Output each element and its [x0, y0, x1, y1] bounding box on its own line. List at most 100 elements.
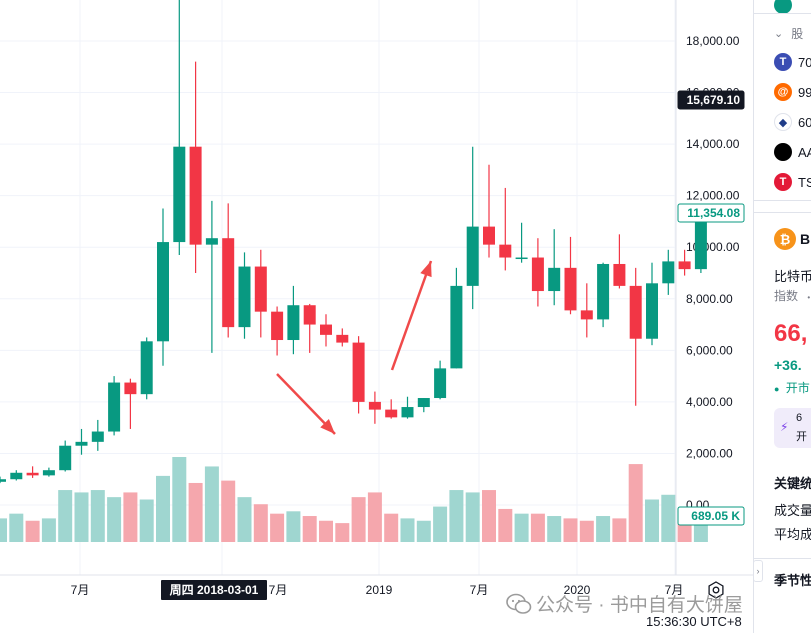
volume-bar	[270, 513, 285, 542]
volume-bar	[25, 520, 40, 542]
candle-body[interactable]	[401, 407, 414, 418]
candle-body[interactable]	[564, 267, 577, 311]
divider	[754, 212, 811, 213]
candle-body[interactable]	[466, 226, 479, 286]
price-chart[interactable]: 18,000.0016,000.0014,000.0012,000.0010,0…	[0, 0, 753, 633]
seasonal-title: 季节性	[774, 573, 811, 588]
candle-body[interactable]	[352, 342, 365, 402]
volume-badge-bg	[677, 506, 745, 526]
volume-bar	[204, 466, 219, 542]
volume-bar	[9, 513, 24, 542]
promo-banner[interactable]: ⚡ 6 开	[774, 408, 811, 448]
watchlist-group-label: 股	[791, 26, 804, 41]
symbol-logo-icon	[774, 0, 792, 14]
wechat-logo-icon	[506, 593, 532, 614]
price-axis-label: 6,000.00	[686, 343, 733, 357]
bitcoin-logo-icon: ₿	[774, 228, 796, 250]
volume-bar	[645, 499, 659, 542]
detail-type: 指数	[774, 289, 799, 303]
candle-body[interactable]	[417, 398, 430, 408]
chevron-right-icon: ›	[756, 566, 760, 576]
arrow-up-annotation-line[interactable]	[390, 260, 433, 371]
candle-body[interactable]	[580, 310, 593, 320]
arrow-down-annotation-head[interactable]	[320, 419, 335, 434]
candle-body[interactable]	[320, 324, 332, 335]
candle-body[interactable]	[189, 146, 202, 245]
watchlist-item[interactable]: @99	[754, 77, 811, 107]
watchlist-item[interactable]: ◆ 60	[754, 107, 811, 137]
candlestick-chart-svg[interactable]: 18,000.0016,000.0014,000.0012,000.0010,0…	[0, 0, 753, 633]
candle-body[interactable]	[515, 257, 528, 260]
candle-body[interactable]	[694, 212, 707, 270]
volume-bar	[58, 490, 73, 542]
dot-separator: •	[807, 293, 811, 302]
candle-body[interactable]	[0, 479, 6, 482]
candle-body[interactable]	[222, 238, 235, 328]
candle-body[interactable]	[287, 305, 300, 341]
watchlist-row-partial[interactable]	[754, 0, 811, 20]
candle-body[interactable]	[271, 311, 284, 341]
detail-symbol[interactable]: B	[800, 231, 811, 247]
watchlist-item[interactable]: AA	[754, 137, 811, 167]
candle-body[interactable]	[646, 283, 658, 339]
candle-body[interactable]	[613, 263, 626, 286]
watchlist-item[interactable]: T 70	[754, 47, 811, 77]
volume-bar	[612, 518, 627, 542]
candle-body[interactable]	[303, 305, 316, 325]
candle-body[interactable]	[450, 285, 463, 369]
candle-body[interactable]	[434, 368, 447, 399]
candle-body[interactable]	[678, 261, 691, 270]
volume-bar	[416, 520, 431, 542]
volume-bar	[547, 516, 562, 542]
volume-bar	[156, 475, 170, 542]
candle-body[interactable]	[140, 341, 153, 395]
watchlist-symbol: 70	[798, 54, 811, 70]
time-axis-label: 2020	[564, 583, 591, 597]
candle-body[interactable]	[483, 226, 495, 245]
sidebar-collapse-handle[interactable]: ›	[753, 560, 763, 582]
volume-bar	[74, 492, 89, 542]
candle-body[interactable]	[59, 445, 72, 471]
watchlist-item[interactable]: T TS	[754, 167, 811, 197]
volume-bar	[188, 482, 203, 542]
volume-bar	[482, 490, 496, 542]
timezone-clock[interactable]: 15:36:30 UTC+8	[646, 614, 742, 629]
lightning-icon: ⚡	[780, 420, 789, 434]
candle-body[interactable]	[10, 472, 23, 480]
watchlist-symbol: AA	[798, 144, 811, 160]
volume-bar	[139, 499, 154, 542]
candle-body[interactable]	[368, 401, 381, 410]
candle-body[interactable]	[26, 472, 39, 476]
candle-body[interactable]	[91, 431, 104, 442]
candle-body[interactable]	[173, 146, 186, 243]
candle-body[interactable]	[238, 266, 251, 328]
candle-body[interactable]	[108, 382, 121, 432]
current-price-badge: 15,679.10	[687, 93, 741, 107]
volume-bar	[286, 511, 301, 542]
symbol-logo-icon: T	[774, 53, 792, 71]
candle-body[interactable]	[548, 267, 561, 292]
volume-bar	[123, 492, 138, 542]
candle-body[interactable]	[205, 238, 218, 245]
volume-bar	[41, 518, 56, 542]
candle-body[interactable]	[157, 242, 169, 342]
candle-body[interactable]	[629, 285, 642, 339]
candle-body[interactable]	[42, 470, 55, 476]
candle-body[interactable]	[499, 244, 512, 258]
candle-body[interactable]	[124, 382, 137, 395]
volume-bar	[0, 518, 7, 542]
candle-body[interactable]	[662, 261, 675, 284]
candle-body[interactable]	[254, 266, 267, 312]
volume-bar	[563, 518, 578, 542]
watermark-text: 公众号 · 书中自有大饼屋	[536, 595, 743, 616]
settings-gear-icon[interactable]	[707, 581, 725, 599]
candle-body[interactable]	[336, 334, 349, 343]
candle-body[interactable]	[531, 257, 544, 292]
time-axis-label: 7月	[269, 583, 288, 597]
arrow-up-annotation-head[interactable]	[420, 261, 432, 278]
candle-body[interactable]	[385, 409, 398, 418]
watchlist-group-header[interactable]: ⌄ 股	[754, 18, 811, 48]
candle-body[interactable]	[75, 441, 88, 446]
last-price-badge-bg	[677, 203, 745, 223]
candle-body[interactable]	[597, 263, 610, 320]
